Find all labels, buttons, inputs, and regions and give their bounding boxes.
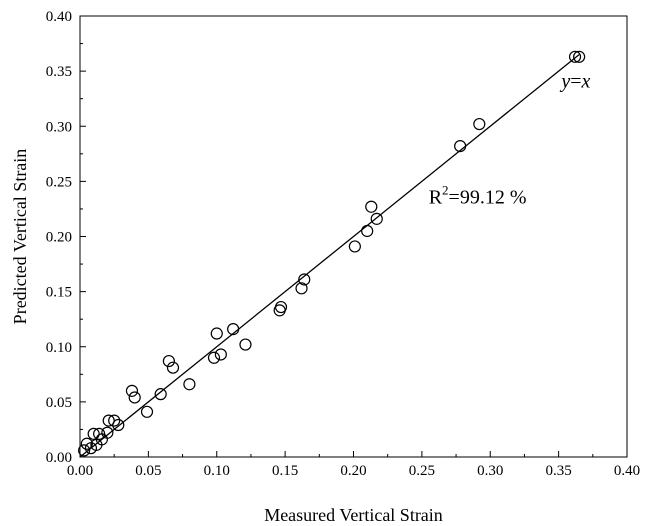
data-point [214,348,227,361]
data-point [295,282,308,295]
x-tick-label: 0.10 [204,463,230,479]
y-tick-label: 0.25 [46,174,72,190]
y-tick-label: 0.15 [46,285,72,301]
data-point [80,437,93,450]
data-point [348,240,361,253]
data-point [93,427,106,440]
data-point [108,414,121,427]
y-tick-label: 0.20 [46,230,72,246]
r2-superscript: 2 [442,182,449,197]
data-point [207,351,221,364]
x-tick-label: 0.05 [135,463,161,479]
data-point [125,384,139,397]
data-point [365,200,378,213]
data-point [370,212,383,225]
ticks-layer: 0.00 0.05 0.10 0.15 0.20 0.25 0.30 0.35 0.40 0.00… [46,9,640,479]
plot-frame [79,15,628,458]
r-squared-annotation: R2=99.12 % [429,182,527,208]
reference-line-y-equals-x [79,54,580,458]
yx-label-eq: = [570,71,581,93]
y-tick-label: 0.00 [46,450,72,466]
data-point [239,338,252,351]
data-point [87,427,100,440]
y-tick-label: 0.35 [46,64,72,80]
data-point [573,50,586,63]
r2-prefix: R [429,186,443,208]
data-point [162,354,175,368]
x-tick-label: 0.00 [67,463,93,479]
data-point [210,327,223,340]
data-point [154,388,167,401]
y-tick-label: 0.40 [46,9,72,25]
reference-line-label: y=x [559,71,590,93]
points-layer [78,50,586,457]
x-tick-label: 0.25 [409,463,435,479]
r2-value: =99.12 % [449,186,527,208]
y-tick-label: 0.10 [46,340,72,356]
x-tick-label: 0.30 [477,463,503,479]
data-point [101,426,114,439]
data-point [140,405,154,418]
data-point [78,444,91,457]
y-tick-label: 0.05 [46,395,72,411]
data-point [568,50,582,63]
data-point [183,378,196,391]
x-tick-label: 0.15 [272,463,298,479]
data-point [298,273,311,286]
data-point [128,391,141,404]
data-point [274,300,288,314]
x-tick-label: 0.35 [546,463,572,479]
data-point [227,323,240,336]
data-point [454,139,467,153]
data-point [166,361,180,374]
y-axis-title: Predicted Vertical Strain [10,149,30,325]
x-tick-label: 0.20 [340,463,366,479]
x-tick-label: 0.40 [614,463,640,479]
yx-label-y: y [559,71,570,93]
yx-label-x: x [581,71,591,93]
x-axis-title: Measured Vertical Strain [264,505,443,525]
data-point [473,117,486,131]
data-point [112,418,125,432]
y-tick-label: 0.30 [46,119,72,135]
data-point [361,224,374,238]
